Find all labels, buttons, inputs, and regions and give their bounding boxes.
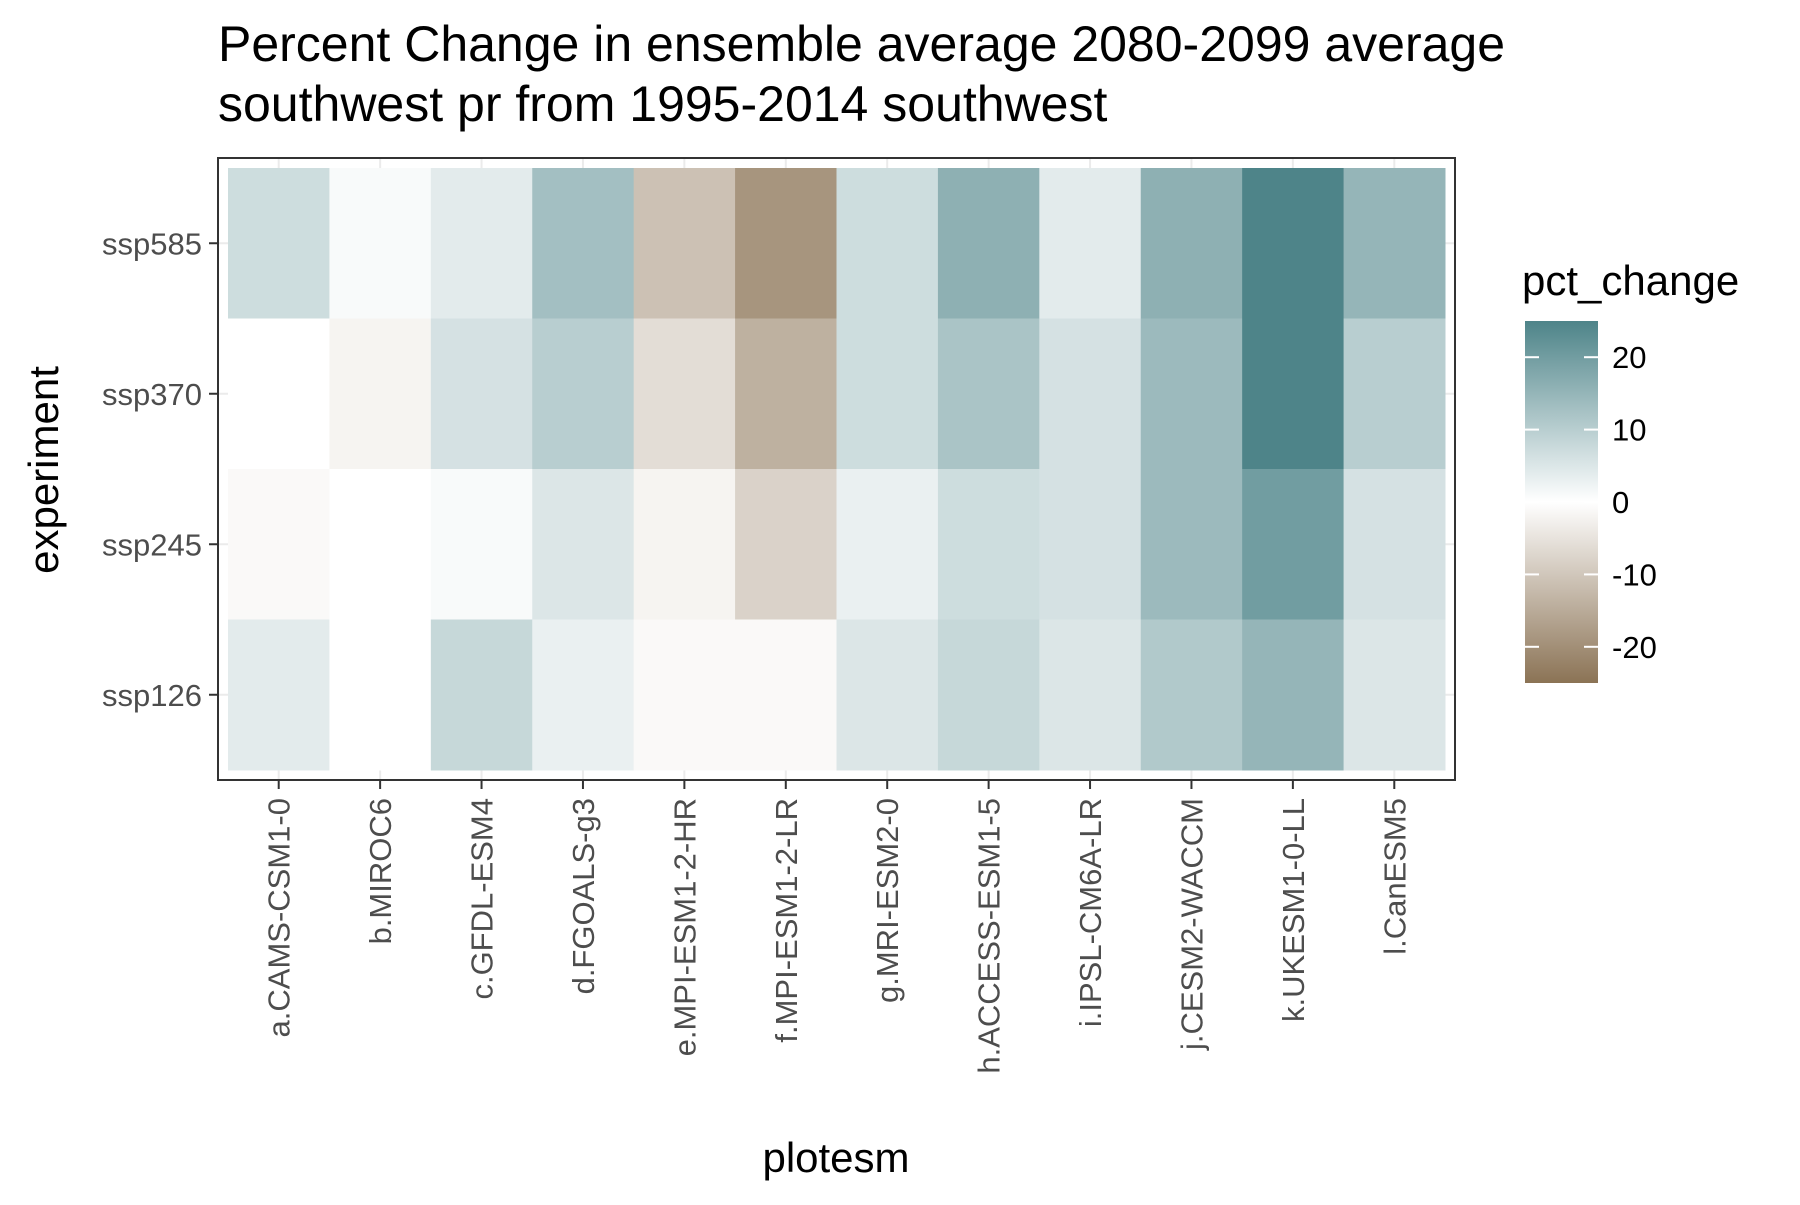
heatmap-cell-ssp585-l.CanESM5 — [1343, 168, 1446, 319]
x-tick-label: d.FGOALS-g3 — [566, 798, 601, 994]
x-tick-label: h.ACCESS-ESM1-5 — [972, 798, 1007, 1074]
x-tick-label: j.CESM2-WACCM — [1174, 798, 1209, 1051]
x-tick-label: c.GFDL-ESM4 — [465, 798, 500, 1000]
heatmap-cell-ssp370-g.MRI-ESM2-0 — [836, 318, 939, 470]
legend: pct_change 20 10 0 -10 -20 — [1522, 257, 1739, 683]
heatmap-cell-ssp126-g.MRI-ESM2-0 — [836, 619, 939, 771]
heatmap-cell-ssp370-c.GFDL-ESM4 — [430, 318, 533, 470]
heatmap-cell-ssp245-e.MPI-ESM1-2-HR — [633, 469, 736, 620]
chart-title-line-1: Percent Change in ensemble average 2080-… — [218, 16, 1505, 72]
heatmap-cell-ssp585-i.IPSL-CM6A-LR — [1039, 168, 1142, 319]
y-tick-label: ssp585 — [102, 226, 202, 261]
heatmap-cell-ssp245-h.ACCESS-ESM1-5 — [937, 469, 1040, 620]
heatmap-cell-ssp126-a.CAMS-CSM1-0 — [228, 619, 330, 771]
heatmap-cell-ssp126-c.GFDL-ESM4 — [430, 619, 533, 771]
x-tick-label: b.MIROC6 — [363, 798, 398, 944]
plot-area: ssp585 ssp370 ssp245 ssp126 a.CAMS-CSM1-0 b.M… — [102, 157, 1456, 1074]
heatmap-cell-ssp245-c.GFDL-ESM4 — [430, 469, 533, 620]
legend-break-label: -10 — [1612, 557, 1657, 592]
heatmap-cell-ssp585-g.MRI-ESM2-0 — [836, 168, 939, 319]
legend-break-label: 10 — [1612, 413, 1646, 448]
heatmap-cell-ssp585-a.CAMS-CSM1-0 — [228, 168, 330, 319]
heatmap-cell-ssp585-f.MPI-ESM1-2-LR — [735, 168, 837, 319]
heatmap-cell-ssp245-b.MIROC6 — [329, 469, 432, 620]
heatmap-cell-ssp585-k.UKESM1-0-LL — [1242, 168, 1345, 319]
heatmap-cell-ssp370-e.MPI-ESM1-2-HR — [633, 318, 736, 470]
x-tick-label: g.MRI-ESM2-0 — [870, 798, 905, 1003]
heatmap-cell-ssp370-l.CanESM5 — [1343, 318, 1446, 470]
heatmap-cell-ssp585-b.MIROC6 — [329, 168, 432, 319]
heatmap-cell-ssp126-f.MPI-ESM1-2-LR — [735, 619, 837, 771]
heatmap-cell-ssp245-f.MPI-ESM1-2-LR — [735, 469, 837, 620]
heatmap-cell-ssp585-d.FGOALS-g3 — [532, 168, 635, 319]
y-tick-label: ssp245 — [102, 527, 202, 562]
panel-border — [217, 157, 1456, 781]
heatmap-cell-ssp370-d.FGOALS-g3 — [532, 318, 635, 470]
heatmap-cell-ssp126-b.MIROC6 — [329, 619, 432, 771]
heatmap-cell-ssp126-h.ACCESS-ESM1-5 — [937, 619, 1040, 771]
x-tick-label: l.CanESM5 — [1377, 798, 1412, 955]
y-axis-title: experiment — [20, 366, 67, 574]
heatmap-cell-ssp126-j.CESM2-WACCM — [1140, 619, 1243, 771]
chart-title-line-2: southwest pr from 1995-2014 southwest — [218, 76, 1107, 132]
heatmap-cell-ssp585-h.ACCESS-ESM1-5 — [937, 168, 1040, 319]
heatmap-cell-ssp370-i.IPSL-CM6A-LR — [1039, 318, 1142, 470]
heatmap-cell-ssp585-c.GFDL-ESM4 — [430, 168, 533, 319]
legend-title: pct_change — [1522, 257, 1739, 304]
legend-break-label: 0 — [1612, 485, 1629, 520]
heatmap-cell-ssp245-a.CAMS-CSM1-0 — [228, 469, 330, 620]
heatmap-cell-ssp370-h.ACCESS-ESM1-5 — [937, 318, 1040, 470]
x-axis-title: plotesm — [762, 1134, 909, 1181]
heatmap-cell-ssp126-i.IPSL-CM6A-LR — [1039, 619, 1142, 771]
heatmap-cell-ssp370-f.MPI-ESM1-2-LR — [735, 318, 837, 470]
heatmap-cell-ssp126-l.CanESM5 — [1343, 619, 1446, 771]
heatmap-cell-ssp585-j.CESM2-WACCM — [1140, 168, 1243, 319]
heatmap-cell-ssp126-k.UKESM1-0-LL — [1242, 619, 1345, 771]
heatmap-cell-ssp245-j.CESM2-WACCM — [1140, 469, 1243, 620]
x-tick-label: k.UKESM1-0-LL — [1276, 798, 1311, 1022]
y-tick-label: ssp370 — [102, 377, 202, 412]
y-tick-label: ssp126 — [102, 678, 202, 713]
x-tick-label: f.MPI-ESM1-2-LR — [769, 798, 804, 1043]
heatmap-cell-ssp245-g.MRI-ESM2-0 — [836, 469, 939, 620]
heatmap-cell-ssp370-k.UKESM1-0-LL — [1242, 318, 1345, 470]
x-tick-label: i.IPSL-CM6A-LR — [1073, 798, 1108, 1027]
heatmap-cell-ssp126-d.FGOALS-g3 — [532, 619, 635, 771]
x-tick-label: a.CAMS-CSM1-0 — [262, 798, 297, 1037]
heatmap-cell-ssp370-j.CESM2-WACCM — [1140, 318, 1243, 470]
heatmap-cell-ssp245-i.IPSL-CM6A-LR — [1039, 469, 1142, 620]
heatmap-cell-ssp245-k.UKESM1-0-LL — [1242, 469, 1345, 620]
heatmap-cell-ssp245-l.CanESM5 — [1343, 469, 1446, 620]
legend-break-label: 20 — [1612, 340, 1646, 375]
heatmap-cell-ssp370-b.MIROC6 — [329, 318, 432, 470]
heatmap-cell-ssp245-d.FGOALS-g3 — [532, 469, 635, 620]
legend-break-label: -20 — [1612, 630, 1657, 665]
x-tick-label: e.MPI-ESM1-2-HR — [667, 798, 702, 1056]
heatmap-cell-ssp370-a.CAMS-CSM1-0 — [228, 318, 330, 470]
heatmap-cell-ssp126-e.MPI-ESM1-2-HR — [633, 619, 736, 771]
heatmap-cell-ssp585-e.MPI-ESM1-2-HR — [633, 168, 736, 319]
